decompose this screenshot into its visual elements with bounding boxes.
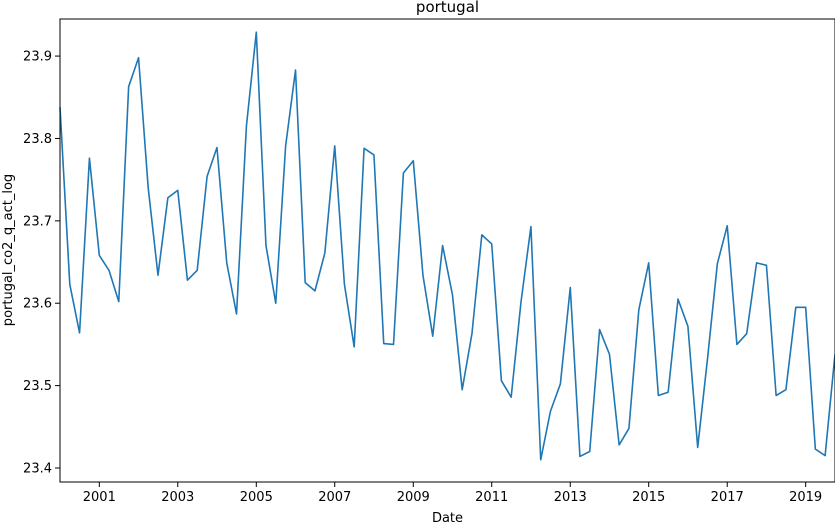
chart-title: portugal: [416, 0, 479, 16]
y-axis: 23.4 23.5 23.6 23.7 23.8 23.9: [23, 50, 60, 476]
x-tick-label: 2011: [475, 490, 508, 505]
x-tick-label: 2017: [711, 490, 744, 505]
x-tick-label: 2009: [397, 490, 430, 505]
x-axis: 2001 2003 2005 2007 2009 2011 2013 2015 2017 2019: [83, 482, 822, 505]
plot-frame: [59, 18, 835, 483]
y-axis-label: portugal_co2_q_act_log: [1, 174, 16, 326]
y-tick-label: 23.6: [23, 297, 52, 312]
y-tick-label: 23.4: [23, 461, 52, 476]
x-axis-label: Date: [432, 511, 463, 525]
y-tick-label: 23.5: [23, 379, 52, 394]
x-tick-label: 2005: [240, 490, 273, 505]
series-line: [59, 31, 835, 461]
x-tick-label: 2007: [318, 490, 351, 505]
x-tick-label: 2003: [161, 490, 194, 505]
y-tick-label: 23.9: [23, 50, 52, 65]
x-tick-label: 2001: [83, 490, 116, 505]
x-tick-label: 2015: [632, 490, 665, 505]
y-tick-label: 23.8: [23, 132, 52, 147]
plot-area: [59, 31, 835, 461]
x-tick-label: 2013: [554, 490, 587, 505]
y-tick-label: 23.7: [23, 214, 52, 229]
x-tick-label: 2019: [789, 490, 822, 505]
